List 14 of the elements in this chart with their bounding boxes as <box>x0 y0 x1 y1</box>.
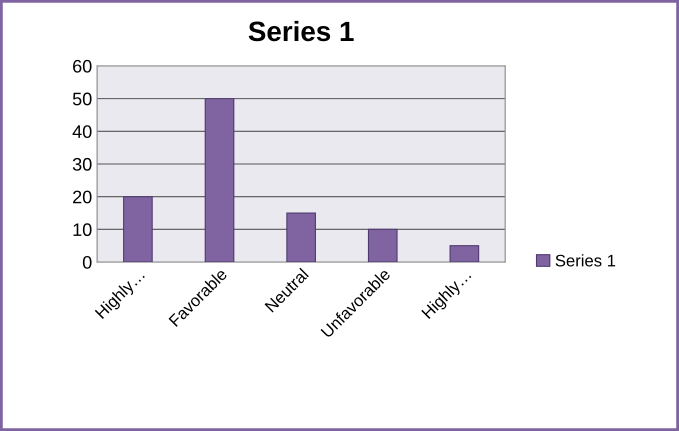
bar <box>204 98 234 262</box>
legend-label: Series 1 <box>556 254 616 267</box>
bar <box>123 196 153 262</box>
y-tick-label: 60 <box>73 60 92 73</box>
y-tick-label: 30 <box>72 158 92 171</box>
y-tick-label: 0 <box>82 256 92 269</box>
y-tick-label: 10 <box>74 223 92 236</box>
bar <box>286 212 316 262</box>
bar <box>450 245 480 262</box>
y-tick-label: 20 <box>73 190 92 204</box>
y-tick-label: 40 <box>72 125 92 138</box>
y-tick-label: 50 <box>72 92 92 106</box>
chart-title: Series 1 <box>248 20 354 42</box>
bar <box>368 228 398 262</box>
